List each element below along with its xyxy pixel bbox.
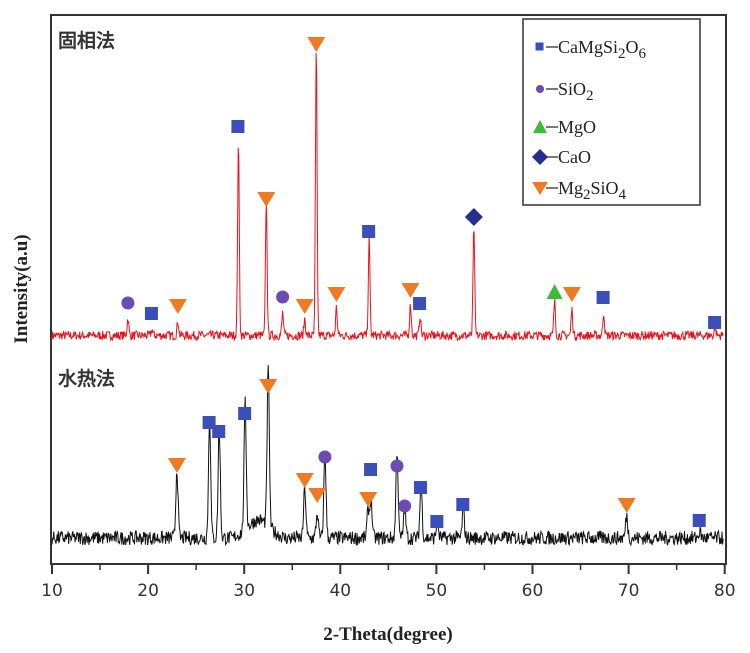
square-marker-icon bbox=[231, 120, 245, 133]
x-tick-label: 80 bbox=[714, 581, 736, 601]
legend: CaMgSi2O6 SiO2 MgO CaO Mg2SiO4 bbox=[522, 18, 701, 206]
triangle-down-marker-icon bbox=[168, 299, 187, 314]
x-tick-label: 60 bbox=[522, 581, 544, 601]
traces bbox=[51, 52, 724, 547]
triangle-down-marker-icon bbox=[617, 498, 636, 513]
circle-marker-icon bbox=[390, 459, 404, 473]
square-marker-icon bbox=[708, 316, 722, 329]
square-marker-icon bbox=[364, 463, 378, 476]
x-axis: 10 20 30 40 50 60 70 80 bbox=[41, 564, 736, 601]
triangle-down-marker-icon bbox=[295, 473, 314, 488]
phase-markers bbox=[121, 37, 722, 528]
triangle-down-marker-icon bbox=[359, 492, 378, 507]
legend-box bbox=[522, 18, 701, 206]
triangle-down-marker-icon bbox=[259, 379, 278, 394]
circle-marker-icon bbox=[276, 290, 290, 304]
circle-marker-icon bbox=[121, 296, 135, 310]
legend-label: Mg2SiO4 bbox=[558, 178, 627, 203]
x-tick-label: 40 bbox=[329, 581, 351, 601]
x-axis-title: 2-Theta(degree) bbox=[323, 624, 452, 645]
diamond-marker-icon bbox=[532, 149, 548, 165]
square-marker-icon bbox=[692, 514, 706, 527]
circle-marker-icon bbox=[398, 499, 412, 513]
square-marker-icon bbox=[238, 407, 252, 420]
square-marker-icon bbox=[535, 42, 544, 51]
triangle-down-marker-icon bbox=[295, 299, 314, 314]
x-tick-label: 50 bbox=[426, 581, 448, 601]
triangle-down-marker-icon bbox=[307, 37, 326, 52]
square-marker-icon bbox=[212, 425, 226, 438]
circle-marker-icon bbox=[536, 85, 544, 93]
square-marker-icon bbox=[144, 307, 158, 320]
diamond-marker-icon bbox=[464, 208, 483, 226]
triangle-down-marker-icon bbox=[327, 287, 346, 302]
triangle-down-marker-icon bbox=[257, 192, 276, 207]
triangle-up-marker-icon bbox=[546, 284, 563, 299]
top-panel-label: 固相法 bbox=[58, 29, 115, 52]
square-marker-icon bbox=[362, 225, 376, 238]
triangle-down-marker-icon bbox=[562, 287, 581, 302]
square-marker-icon bbox=[430, 515, 444, 528]
triangle-down-marker-icon bbox=[532, 182, 548, 195]
square-marker-icon bbox=[456, 498, 470, 511]
trace-solid-state bbox=[51, 52, 724, 342]
triangle-down-marker-icon bbox=[308, 488, 327, 503]
bottom-panel-label: 水热法 bbox=[58, 367, 115, 390]
trace-hydrothermal bbox=[51, 365, 724, 547]
legend-label: CaMgSi2O6 bbox=[558, 37, 647, 62]
square-marker-icon bbox=[596, 291, 610, 304]
x-tick-label: 30 bbox=[233, 581, 255, 601]
square-marker-icon bbox=[413, 297, 427, 310]
circle-marker-icon bbox=[318, 450, 332, 464]
legend-items: CaMgSi2O6 SiO2 MgO CaO Mg2SiO4 bbox=[532, 37, 647, 203]
triangle-down-marker-icon bbox=[167, 458, 186, 473]
y-axis-title: Intensity(a.u) bbox=[11, 234, 32, 343]
legend-label: CaO bbox=[558, 147, 591, 167]
x-tick-label: 20 bbox=[137, 581, 159, 601]
legend-label: SiO2 bbox=[558, 79, 594, 104]
x-tick-label: 70 bbox=[618, 581, 640, 601]
square-marker-icon bbox=[414, 481, 428, 494]
legend-label: MgO bbox=[558, 117, 596, 137]
x-tick-label: 10 bbox=[41, 581, 63, 601]
triangle-up-marker-icon bbox=[533, 120, 547, 133]
triangle-down-marker-icon bbox=[401, 283, 420, 298]
